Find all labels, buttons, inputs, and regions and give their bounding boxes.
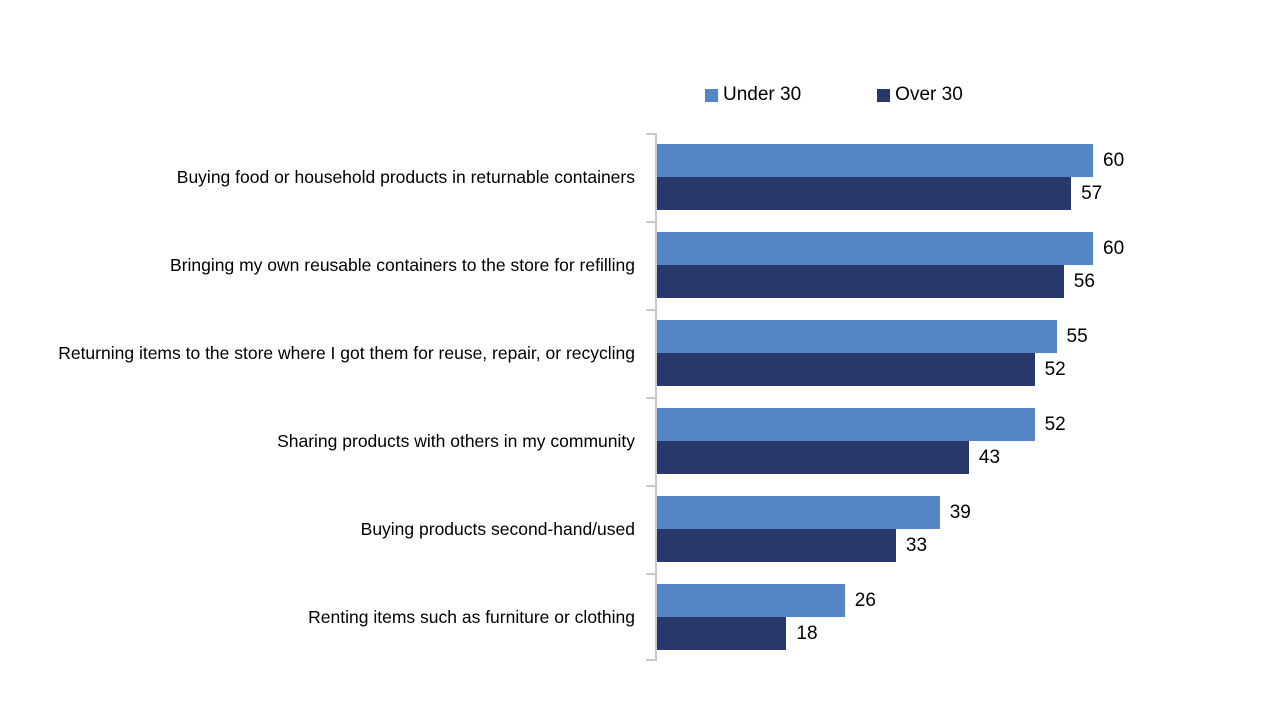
value-label: 52 (1044, 413, 1066, 435)
axis-tick (646, 485, 655, 487)
bar-under-30 (655, 320, 1057, 353)
axis-tick (646, 309, 655, 311)
bar-row: Returning items to the store where I got… (0, 309, 1280, 397)
value-label: 39 (949, 501, 971, 523)
bar-under-30 (655, 496, 940, 529)
bar-under-30 (655, 408, 1035, 441)
value-label: 57 (1081, 182, 1103, 204)
bar-line: 18 (655, 617, 1280, 650)
axis-tick (646, 659, 655, 661)
bar-over-30 (655, 441, 969, 474)
bar-row: Buying products second-hand/used 39 33 (0, 485, 1280, 573)
legend-label: Over 30 (895, 84, 963, 105)
bar-row: Sharing products with others in my commu… (0, 397, 1280, 485)
category-label: Buying products second-hand/used (360, 519, 635, 539)
bar-under-30 (655, 584, 845, 617)
legend-swatch-icon (877, 88, 891, 102)
category-label: Bringing my own reusable containers to t… (170, 255, 635, 275)
bar-line: 33 (655, 529, 1280, 562)
bar-group: 39 33 (655, 485, 1280, 573)
bar-over-30 (655, 353, 1035, 386)
bar-line: 52 (655, 353, 1280, 386)
value-label: 60 (1103, 237, 1125, 259)
bar-line: 39 (655, 496, 1280, 529)
category-label: Buying food or household products in ret… (176, 167, 635, 187)
bar-line: 43 (655, 441, 1280, 474)
value-label: 43 (978, 446, 1001, 468)
bar-line: 26 (655, 584, 1280, 617)
bar-line: 55 (655, 320, 1280, 353)
value-label: 55 (1066, 325, 1088, 347)
bar-line: 56 (655, 265, 1280, 298)
value-label: 26 (854, 589, 876, 611)
bar-row: Renting items such as furniture or cloth… (0, 573, 1280, 661)
bar-over-30 (655, 529, 896, 562)
category-label: Renting items such as furniture or cloth… (308, 607, 635, 627)
bar-row: Bringing my own reusable containers to t… (0, 221, 1280, 309)
bar-under-30 (655, 232, 1093, 265)
legend: Under 30 Over 30 (705, 84, 963, 106)
bar-row: Buying food or household products in ret… (0, 133, 1280, 221)
value-label: 33 (905, 534, 928, 556)
axis-tick (646, 573, 655, 575)
axis-tick (646, 133, 655, 135)
value-label: 60 (1103, 149, 1125, 171)
legend-label: Under 30 (723, 84, 802, 105)
legend-item: Over 30 (877, 84, 963, 106)
bar-group: 60 57 (655, 133, 1280, 221)
value-label: 18 (796, 622, 818, 644)
bar-group: 55 52 (655, 309, 1280, 397)
category-label: Sharing products with others in my commu… (277, 431, 635, 451)
value-label: 56 (1073, 270, 1095, 292)
bar-group: 60 56 (655, 221, 1280, 309)
bar-over-30 (655, 265, 1064, 298)
value-label: 52 (1044, 358, 1066, 380)
legend-swatch-icon (705, 88, 718, 102)
bar-over-30 (655, 177, 1072, 210)
bar-group: 26 18 (655, 573, 1280, 661)
axis-tick (646, 397, 655, 399)
bar-over-30 (655, 617, 787, 650)
bar-line: 52 (655, 408, 1280, 441)
bar-line: 60 (655, 232, 1280, 265)
category-label: Returning items to the store where I got… (58, 343, 635, 363)
bar-line: 57 (655, 177, 1280, 210)
y-axis-line (646, 133, 657, 661)
bar-line: 60 (655, 144, 1280, 177)
bar-chart: Buying food or household products in ret… (0, 133, 1280, 661)
bar-under-30 (655, 144, 1093, 177)
legend-item: Under 30 (705, 84, 801, 106)
axis-tick (646, 221, 655, 223)
bar-group: 52 43 (655, 397, 1280, 485)
